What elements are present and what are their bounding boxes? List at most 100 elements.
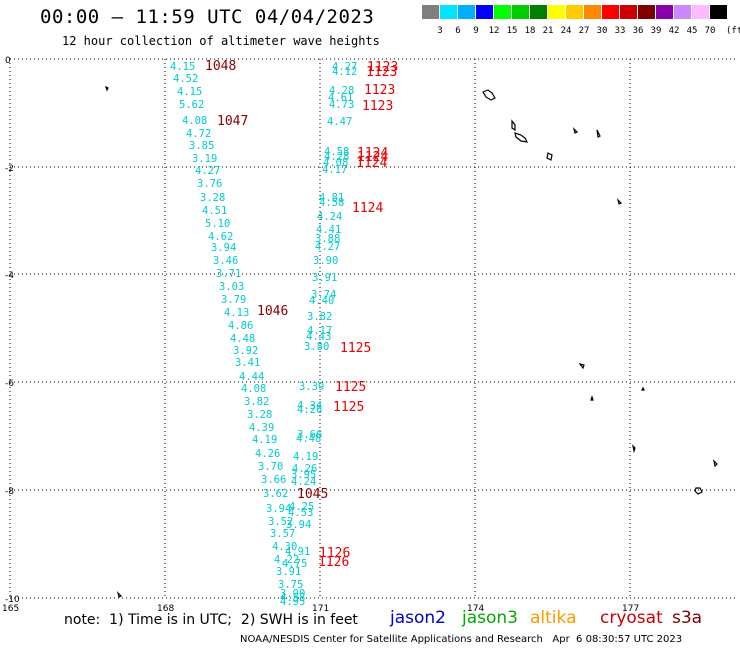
wave-height-value: 4.24 bbox=[317, 211, 342, 223]
wave-height-value: 4.28 bbox=[329, 85, 354, 97]
wave-height-value: 4.08 bbox=[323, 157, 348, 169]
station-id-label: 1048 bbox=[205, 59, 236, 74]
page-title: 00:00 – 11:59 UTC 04/04/2023 bbox=[40, 6, 375, 28]
wave-height-value: 4.26 bbox=[255, 448, 280, 460]
lat-label: -6 bbox=[5, 379, 14, 389]
island-outline bbox=[632, 444, 636, 454]
wave-height-value: 4.08 bbox=[182, 115, 207, 127]
satellite-jason2: jason2 bbox=[390, 608, 446, 628]
wave-height-value: 4.52 bbox=[173, 73, 198, 85]
lat-label: -10 bbox=[5, 595, 20, 605]
legend-swatch bbox=[674, 5, 691, 19]
wave-height-value: 4.25 bbox=[289, 501, 314, 513]
wave-height-value: 4.48 bbox=[230, 333, 255, 345]
wave-height-value: 3.94 bbox=[286, 519, 311, 531]
wave-height-value: 3.94 bbox=[266, 503, 291, 515]
island-outline bbox=[514, 132, 529, 143]
station-id-label: 1047 bbox=[217, 114, 248, 129]
station-id-label: 1125 bbox=[340, 341, 371, 356]
wave-height-value: 4.34 bbox=[297, 400, 322, 412]
wave-height-value: 3.82 bbox=[307, 311, 332, 323]
legend-swatch bbox=[692, 5, 709, 19]
station-id-label: 1123 bbox=[367, 60, 398, 75]
wave-height-value: 4.75 bbox=[282, 558, 307, 570]
island-outline bbox=[482, 89, 496, 101]
wave-height-value: 4.24 bbox=[291, 476, 316, 488]
lon-label: 177 bbox=[622, 604, 639, 614]
wave-height-value: 4.44 bbox=[239, 371, 264, 383]
wave-height-value: 5.10 bbox=[205, 218, 230, 230]
island-outline bbox=[578, 363, 585, 370]
wave-height-value: 3.70 bbox=[258, 461, 283, 473]
station-id-label: 1123 bbox=[362, 99, 393, 114]
island-outline bbox=[116, 591, 123, 598]
wave-height-value: 4.58 bbox=[280, 592, 305, 604]
wave-height-value: 4.61 bbox=[328, 92, 353, 104]
wave-height-value: 4.62 bbox=[208, 231, 233, 243]
legend-swatch bbox=[458, 5, 475, 19]
wave-height-value: 4.48 bbox=[296, 433, 321, 445]
wave-height-value: 4.22 bbox=[274, 554, 299, 566]
legend-swatch bbox=[656, 5, 673, 19]
wave-height-value: 3.95 bbox=[291, 469, 316, 481]
station-id-label: 1124 bbox=[357, 150, 388, 165]
legend-swatch bbox=[548, 5, 565, 19]
wave-height-value: 4.40 bbox=[309, 295, 334, 307]
wave-height-value: 4.51 bbox=[202, 205, 227, 217]
islands bbox=[104, 85, 718, 598]
station-id-label: 1125 bbox=[333, 400, 364, 415]
island-outline bbox=[694, 487, 703, 495]
wave-height-value: 3.91 bbox=[276, 566, 301, 578]
wave-height-value: 3.71 bbox=[216, 268, 241, 280]
wave-height-value: 3.39 bbox=[299, 381, 324, 393]
wave-height-value: 4.72 bbox=[186, 128, 211, 140]
island-outline bbox=[713, 459, 718, 468]
wave-height-value: 3.19 bbox=[192, 153, 217, 165]
lon-label: 168 bbox=[157, 604, 174, 614]
wave-track-east: 4.274.124.284.614.734.474.584.284.084.17… bbox=[282, 61, 357, 570]
island-outline bbox=[572, 127, 579, 134]
legend-swatch bbox=[476, 5, 493, 19]
lon-label: 165 bbox=[2, 604, 19, 614]
wave-height-value: 3.90 bbox=[280, 588, 305, 600]
satellite-cryosat: cryosat bbox=[600, 608, 663, 628]
wave-height-value: 4.28 bbox=[324, 151, 349, 163]
lat-label: -8 bbox=[5, 487, 14, 497]
legend-label: 18 bbox=[524, 26, 536, 36]
wave-height-value: 3.92 bbox=[233, 345, 258, 357]
island-outline bbox=[616, 198, 623, 205]
island-outline bbox=[641, 386, 645, 391]
lon-label: 174 bbox=[467, 604, 484, 614]
wave-height-value: 4.81 bbox=[319, 192, 344, 204]
island-outline bbox=[511, 119, 516, 132]
wave-height-value: 3.82 bbox=[244, 396, 269, 408]
lat-label: -2 bbox=[5, 164, 14, 174]
wave-height-value: 4.58 bbox=[324, 146, 349, 158]
legend-unit: (ft) bbox=[726, 26, 740, 36]
legend-label: 33 bbox=[614, 26, 626, 36]
wave-height-value: 3.80 bbox=[304, 341, 329, 353]
wave-height-value: 4.13 bbox=[224, 307, 249, 319]
legend-swatch bbox=[440, 5, 457, 19]
wave-height-value: 3.66 bbox=[297, 429, 322, 441]
legend-swatch bbox=[422, 5, 439, 19]
wave-height-value: 4.26 bbox=[297, 404, 322, 416]
legend-label: 6 bbox=[455, 26, 461, 36]
wave-height-value: 3.79 bbox=[221, 294, 246, 306]
wave-height-value: 3.62 bbox=[263, 488, 288, 500]
station-id-label: 1124 bbox=[356, 156, 387, 171]
station-id-label: 1126 bbox=[319, 546, 350, 561]
wave-height-value: 3.88 bbox=[315, 233, 340, 245]
lat-lon-grid bbox=[9, 58, 736, 599]
station-id-label: 1126 bbox=[318, 555, 349, 570]
wave-height-value: 3.03 bbox=[219, 281, 244, 293]
station-id-label: 1123 bbox=[364, 83, 395, 98]
wave-height-value: 4.27 bbox=[195, 165, 220, 177]
wave-height-value: 4.27 bbox=[315, 241, 340, 253]
wave-height-value: 5.62 bbox=[179, 99, 204, 111]
wave-height-value: 3.41 bbox=[235, 357, 260, 369]
wave-height-value: 4.41 bbox=[316, 224, 341, 236]
legend-swatch bbox=[566, 5, 583, 19]
legend-label: 42 bbox=[668, 26, 680, 36]
